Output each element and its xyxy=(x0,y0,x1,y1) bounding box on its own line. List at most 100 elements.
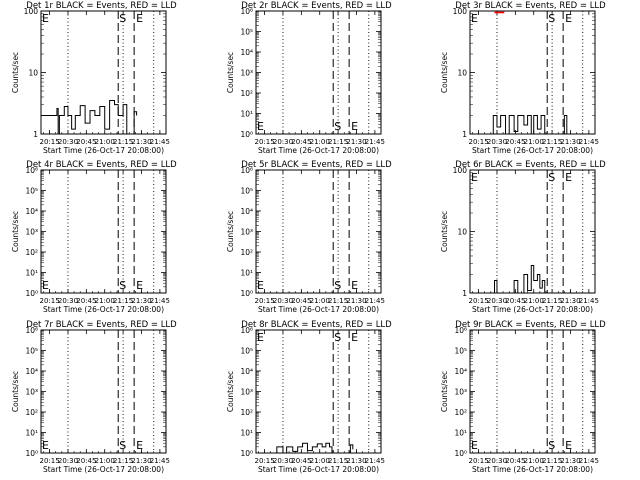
y-tick-label: 10⁴ xyxy=(25,367,38,376)
y-tick-label: 10² xyxy=(25,408,38,417)
y-tick-label: 10² xyxy=(240,408,253,417)
marker-e-left: E xyxy=(257,331,264,344)
x-tick-label: 21:30 xyxy=(560,457,580,465)
y-tick-label: 10³ xyxy=(240,69,253,78)
marker-e-left: E xyxy=(471,171,478,184)
panel-det-1r: Det 1r BLACK = Events, RED = LLD20:1520:… xyxy=(11,1,177,155)
x-tick-label: 20:30 xyxy=(487,138,507,146)
x-tick-label: 20:30 xyxy=(487,297,507,305)
y-axis-label: Counts/sec xyxy=(226,52,235,93)
y-tick-label: 10⁶ xyxy=(240,7,253,16)
panel-det-6r: Det 6r BLACK = Events, RED = LLD20:1520:… xyxy=(440,160,606,314)
marker-e-left: E xyxy=(42,279,49,292)
x-tick-label: 21:30 xyxy=(560,297,580,305)
plot-frame xyxy=(255,10,382,135)
marker-e: E xyxy=(565,439,572,452)
marker-e-left: E xyxy=(42,439,49,452)
x-tick-label: 20:15 xyxy=(254,297,274,305)
marker-e: E xyxy=(136,279,143,292)
marker-e: E xyxy=(351,120,358,133)
x-tick-label: 21:00 xyxy=(310,457,330,465)
x-tick-label: 20:15 xyxy=(254,457,274,465)
x-tick-label: 21:30 xyxy=(346,138,366,146)
y-tick-label: 10⁵ xyxy=(240,28,253,37)
y-tick-label: 10⁴ xyxy=(240,367,253,376)
y-tick-label: 10² xyxy=(240,248,253,257)
y-tick-label: 10⁴ xyxy=(240,207,253,216)
marker-e-left: E xyxy=(471,12,478,25)
x-tick-label: 21:00 xyxy=(524,457,544,465)
y-tick-label: 10¹ xyxy=(240,110,253,119)
events-series-line xyxy=(41,100,138,135)
marker-s: S xyxy=(119,279,126,292)
x-tick-label: 21:00 xyxy=(310,297,330,305)
y-tick-label: 10⁶ xyxy=(25,166,38,175)
x-tick-label: 21:15 xyxy=(113,297,133,305)
y-tick-label: 10³ xyxy=(240,228,253,237)
x-tick-label: 21:00 xyxy=(524,297,544,305)
y-tick-label: 10⁶ xyxy=(25,326,38,335)
marker-e: E xyxy=(136,12,143,25)
x-tick-label: 21:30 xyxy=(346,457,366,465)
plot-frame xyxy=(469,329,596,454)
x-tick-label: 21:45 xyxy=(150,297,170,305)
x-tick-label: 20:30 xyxy=(273,457,293,465)
plot-frame xyxy=(469,169,596,294)
x-tick-label: 21:30 xyxy=(131,297,151,305)
y-tick-label: 10⁶ xyxy=(240,166,253,175)
y-tick-label: 10¹ xyxy=(25,269,38,278)
y-tick-label: 10⁰ xyxy=(240,130,253,139)
x-tick-label: 21:30 xyxy=(131,138,151,146)
y-axis-label: Counts/sec xyxy=(440,52,449,93)
x-tick-label: 20:15 xyxy=(254,138,274,146)
y-axis-label: Counts/sec xyxy=(11,371,20,412)
panel-title: Det 3r BLACK = Events, RED = LLD xyxy=(455,1,606,11)
y-tick-label: 10⁴ xyxy=(240,48,253,57)
marker-e: E xyxy=(565,12,572,25)
y-tick-label: 100 xyxy=(453,166,468,175)
y-tick-label: 10⁵ xyxy=(25,187,38,196)
x-tick-label: 21:45 xyxy=(365,138,385,146)
y-tick-label: 10⁶ xyxy=(240,326,253,335)
x-tick-label: 21:00 xyxy=(95,297,115,305)
x-axis-label: Start Time (26-Oct-17 20:08:00) xyxy=(472,146,593,155)
x-tick-label: 20:45 xyxy=(291,457,311,465)
y-tick-label: 10³ xyxy=(240,388,253,397)
panel-det-5r: Det 5r BLACK = Events, RED = LLD20:1520:… xyxy=(226,160,392,314)
x-tick-label: 20:30 xyxy=(487,457,507,465)
x-axis-label: Start Time (26-Oct-17 20:08:00) xyxy=(472,305,593,314)
x-axis-label: Start Time (26-Oct-17 20:08:00) xyxy=(258,305,379,314)
x-tick-label: 20:30 xyxy=(58,457,78,465)
x-axis-label: Start Time (26-Oct-17 20:08:00) xyxy=(472,465,593,474)
x-tick-label: 21:00 xyxy=(524,138,544,146)
y-tick-label: 10⁵ xyxy=(454,347,467,356)
panel-title: Det 4r BLACK = Events, RED = LLD xyxy=(26,160,177,170)
y-tick-label: 10¹ xyxy=(240,429,253,438)
x-tick-label: 20:45 xyxy=(291,297,311,305)
marker-s: S xyxy=(548,439,555,452)
y-axis-label: Counts/sec xyxy=(440,211,449,252)
x-tick-label: 21:30 xyxy=(560,138,580,146)
panel-title: Det 7r BLACK = Events, RED = LLD xyxy=(26,320,177,330)
marker-e: E xyxy=(351,331,358,344)
panel-title: Det 6r BLACK = Events, RED = LLD xyxy=(455,160,606,170)
y-axis-label: Counts/sec xyxy=(11,211,20,252)
panel-det-9r: Det 9r BLACK = Events, RED = LLD20:1520:… xyxy=(440,320,606,474)
marker-s: S xyxy=(334,279,341,292)
y-tick-label: 10⁴ xyxy=(25,207,38,216)
panel-det-7r: Det 7r BLACK = Events, RED = LLD 20:1520:… xyxy=(11,320,177,474)
y-tick-label: 10³ xyxy=(25,388,38,397)
x-tick-label: 20:15 xyxy=(39,457,59,465)
panel-det-3r: Det 3r BLACK = Events, RED = LLD20:1520:… xyxy=(440,1,606,155)
y-tick-label: 10¹ xyxy=(25,429,38,438)
y-tick-label: 10³ xyxy=(25,228,38,237)
x-tick-label: 21:45 xyxy=(365,457,385,465)
x-tick-label: 21:15 xyxy=(113,457,133,465)
y-tick-label: 10⁵ xyxy=(25,347,38,356)
y-axis-label: Counts/sec xyxy=(226,211,235,252)
y-tick-label: 10⁰ xyxy=(240,289,253,298)
events-series-line xyxy=(256,442,354,454)
y-tick-label: 10⁰ xyxy=(454,449,467,458)
marker-e-left: E xyxy=(42,12,49,25)
y-tick-label: 10 xyxy=(457,228,467,237)
